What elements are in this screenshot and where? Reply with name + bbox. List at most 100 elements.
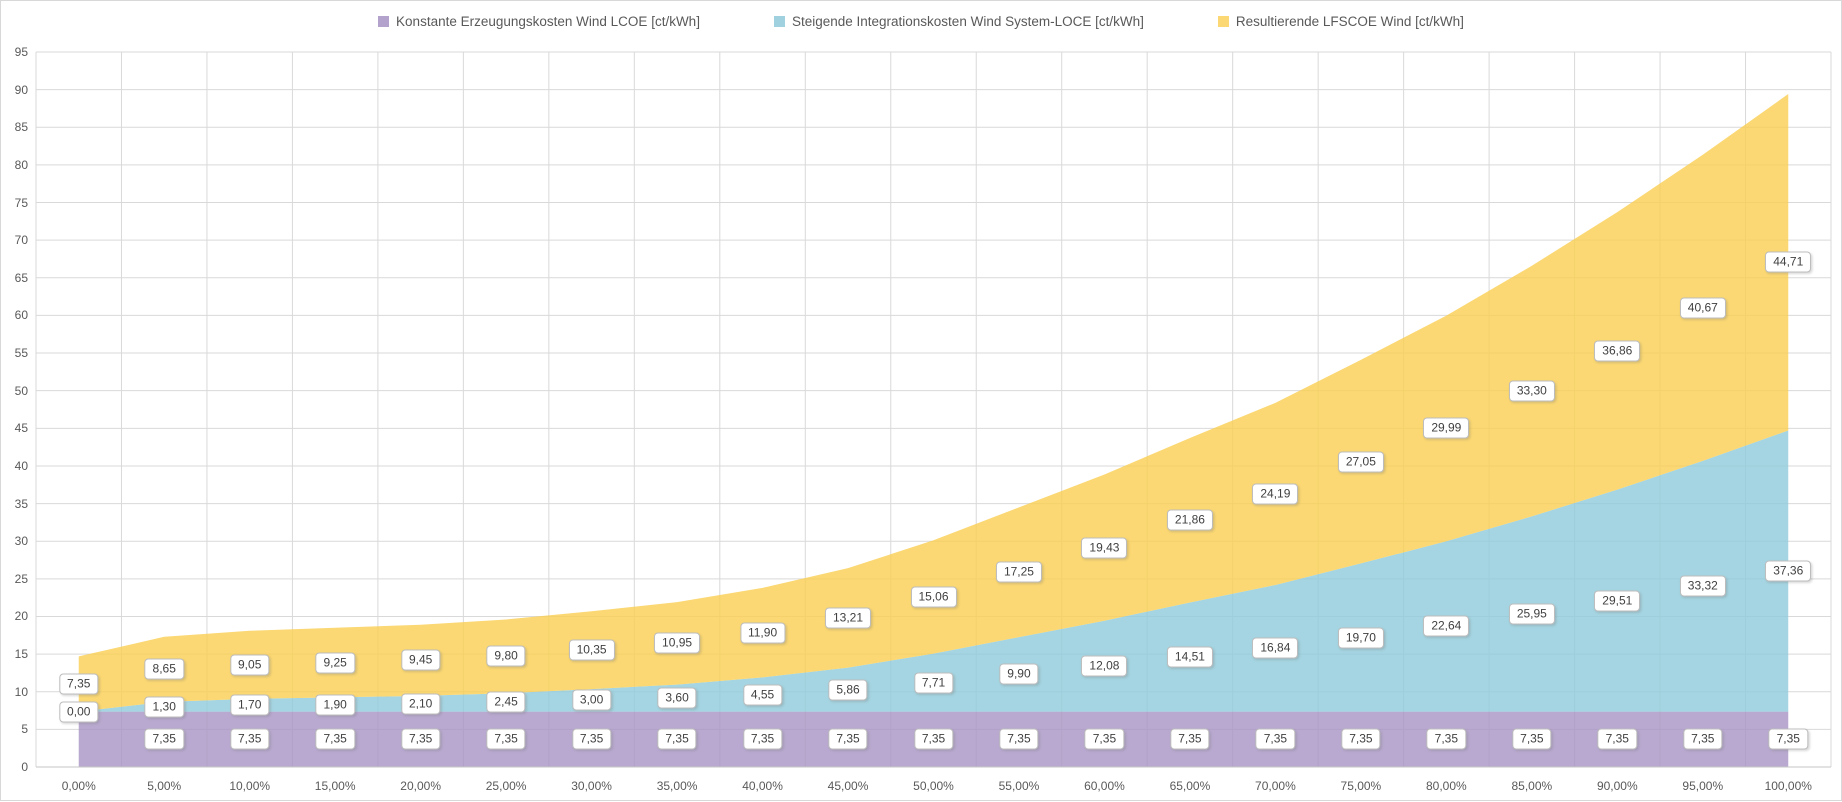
data-label: 1,70	[230, 694, 270, 716]
data-label: 9,45	[400, 649, 441, 671]
data-label: 44,71	[1765, 251, 1812, 273]
legend-swatch-icon	[773, 15, 785, 27]
x-tick-label: 70,00%	[1255, 779, 1296, 793]
data-label: 9,90	[999, 663, 1039, 685]
x-tick-label: 55,00%	[998, 779, 1040, 793]
data-label: 7,35	[144, 728, 184, 750]
data-label: 7,35	[913, 728, 954, 750]
y-tick-label: 15	[14, 647, 28, 662]
data-label: 1,90	[315, 694, 355, 716]
x-tick-label: 50,00%	[913, 779, 954, 793]
x-tick-label: 60,00%	[1084, 779, 1125, 793]
y-tick-label: 20	[14, 609, 28, 624]
data-label: 40,67	[1679, 297, 1726, 319]
x-tick-label: 35,00%	[656, 779, 698, 793]
data-label: 7,35	[1597, 728, 1637, 750]
data-label: 7,35	[486, 728, 526, 750]
y-tick-label: 55	[14, 346, 28, 361]
data-label: 29,51	[1594, 590, 1641, 612]
data-label: 19,43	[1081, 537, 1128, 559]
data-label: 4,55	[742, 684, 783, 706]
data-label: 7,35	[1512, 728, 1552, 750]
legend-item-1: Steigende Integrationskosten Wind System…	[773, 13, 1144, 29]
data-label: 22,64	[1423, 615, 1470, 637]
x-tick-label: 5,00%	[147, 779, 182, 793]
x-tick-label: 90,00%	[1596, 779, 1638, 793]
data-label: 10,95	[654, 632, 701, 654]
data-label: 24,19	[1252, 483, 1299, 505]
legend-item-2: Resultierende LFSCOE Wind [ct/kWh]	[1217, 13, 1464, 29]
legend-item-0: Konstante Erzeugungskosten Wind LCOE [ct…	[378, 14, 700, 29]
data-label: 12,08	[1081, 655, 1128, 677]
data-label: 7,35	[1426, 728, 1467, 750]
data-label: 7,35	[571, 728, 612, 750]
x-tick-label: 100,00%	[1764, 779, 1812, 793]
data-label: 36,86	[1594, 340, 1641, 362]
y-tick-label: 30	[14, 534, 28, 549]
y-tick-label: 70	[14, 233, 28, 248]
data-label: 7,35	[1341, 728, 1381, 750]
data-label: 11,90	[739, 622, 786, 644]
y-tick-label: 75	[14, 195, 28, 210]
y-tick-label: 95	[14, 45, 28, 59]
legend-swatch-icon	[378, 15, 390, 27]
data-label: 7,71	[913, 672, 954, 694]
data-label: 7,35	[230, 728, 270, 750]
y-tick-label: 5	[21, 722, 28, 737]
x-tick-label: 20,00%	[400, 779, 441, 793]
data-label: 7,35	[1084, 728, 1125, 750]
data-label: 7,35	[1768, 728, 1808, 750]
x-tick-label: 30,00%	[571, 779, 612, 793]
data-label: 13,21	[825, 607, 872, 629]
data-label: 15,06	[910, 586, 957, 608]
data-label: 10,35	[568, 639, 615, 661]
data-label: 3,00	[571, 689, 612, 711]
data-label: 7,35	[1683, 728, 1723, 750]
data-label: 17,25	[995, 561, 1042, 583]
legend-swatch-icon	[1217, 15, 1229, 27]
y-tick-label: 85	[14, 120, 28, 135]
x-tick-label: 65,00%	[1169, 779, 1211, 793]
data-label: 0,00	[59, 701, 99, 723]
x-tick-label: 80,00%	[1425, 779, 1467, 793]
y-tick-label: 65	[14, 270, 28, 285]
data-label: 37,36	[1765, 560, 1812, 582]
x-tick-label: 45,00%	[827, 779, 869, 793]
data-label: 2,10	[400, 693, 441, 715]
data-label: 27,05	[1337, 451, 1384, 473]
legend-label: Resultierende LFSCOE Wind [ct/kWh]	[1235, 13, 1464, 29]
y-tick-label: 35	[14, 496, 28, 511]
y-tick-label: 60	[14, 308, 28, 323]
x-tick-label: 0,00%	[61, 779, 96, 793]
y-tick-label: 40	[14, 458, 28, 473]
y-tick-label: 10	[14, 684, 28, 699]
x-tick-label: 10,00%	[229, 779, 271, 793]
data-label: 7,35	[59, 673, 99, 695]
y-tick-label: 80	[14, 157, 28, 172]
data-label: 7,35	[1255, 728, 1296, 750]
data-label: 19,70	[1337, 627, 1384, 649]
data-label: 14,51	[1166, 646, 1213, 668]
series-area-2	[78, 93, 1789, 712]
data-label: 7,35	[999, 728, 1039, 750]
x-tick-label: 95,00%	[1682, 779, 1724, 793]
data-label: 8,65	[144, 658, 184, 680]
data-label: 9,05	[230, 654, 270, 676]
data-label: 2,45	[486, 691, 526, 713]
data-label: 9,25	[315, 652, 355, 674]
data-label: 29,99	[1423, 417, 1470, 439]
legend-label: Steigende Integrationskosten Wind System…	[791, 13, 1144, 29]
data-label: 1,30	[144, 696, 184, 718]
data-label: 33,32	[1679, 575, 1726, 597]
data-label: 7,35	[1170, 728, 1210, 750]
legend: Konstante Erzeugungskosten Wind LCOE [ct…	[1, 9, 1841, 33]
x-tick-label: 85,00%	[1511, 779, 1553, 793]
data-label: 7,35	[400, 728, 441, 750]
data-label: 3,60	[657, 687, 697, 709]
x-tick-label: 75,00%	[1340, 779, 1382, 793]
data-label: 7,35	[315, 728, 355, 750]
y-tick-label: 25	[14, 571, 28, 586]
x-tick-label: 40,00%	[742, 779, 783, 793]
data-label: 16,84	[1252, 637, 1299, 659]
